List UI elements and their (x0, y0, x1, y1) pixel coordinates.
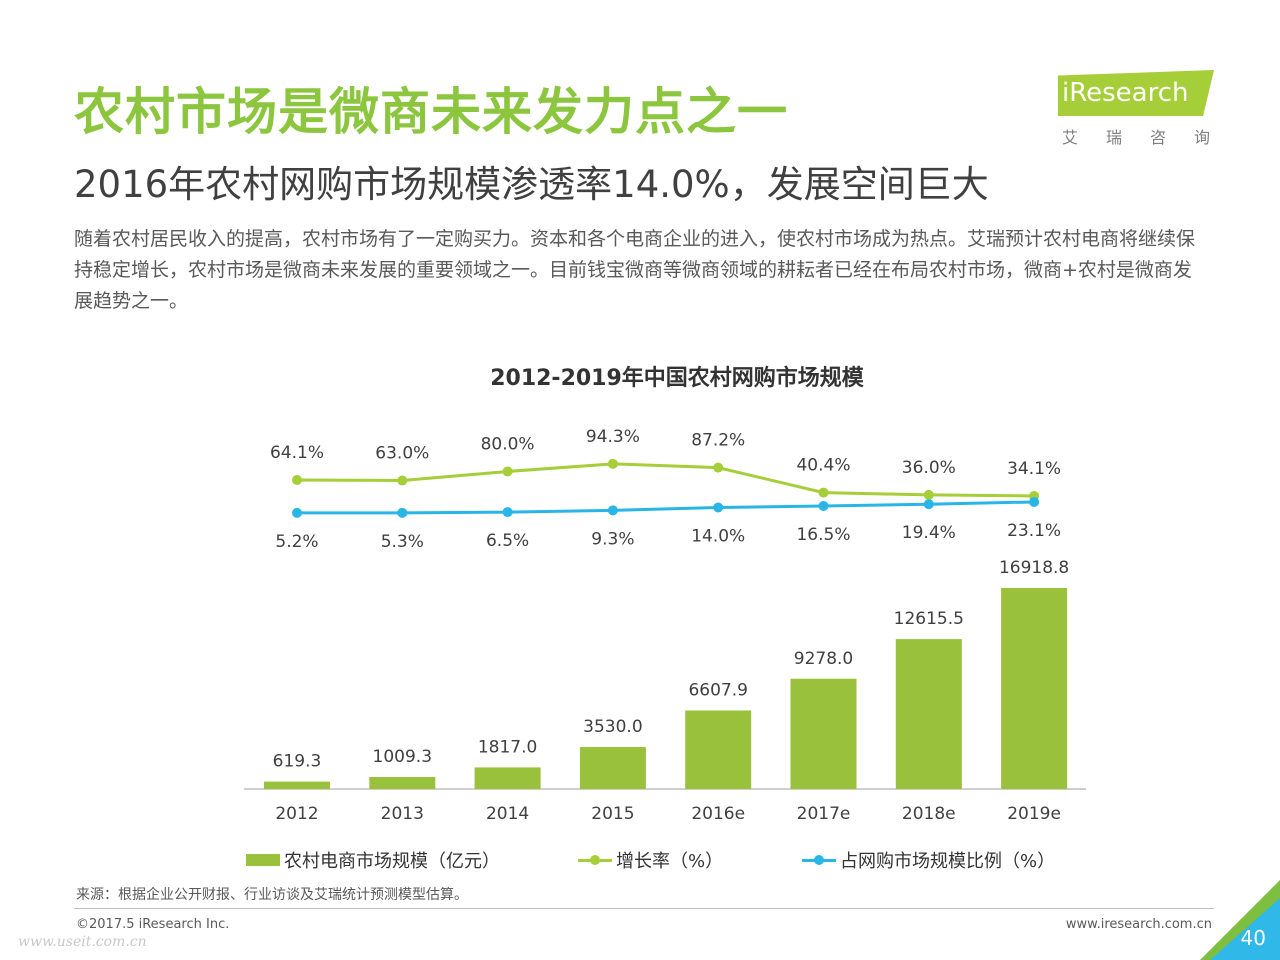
bar-2017e (790, 678, 857, 789)
legend-item-growth-rate: 增长率（%） (578, 846, 723, 874)
watermark: www.useit.com.cn (18, 934, 147, 950)
legend-label-growth-rate: 增长率（%） (616, 851, 724, 872)
share-label: 5.3% (381, 532, 424, 552)
x-tick-label: 2012 (275, 804, 318, 824)
bar-2016e (685, 710, 752, 789)
share-label: 19.4% (902, 523, 956, 543)
page-subtitle: 2016年农村网购市场规模渗透率14.0%，发展空间巨大 (74, 163, 989, 206)
share-label: 6.5% (486, 531, 529, 551)
legend-label-market-size: 农村电商市场规模（亿元） (284, 851, 500, 872)
bar-2018e (895, 639, 962, 789)
bar-2012 (264, 781, 330, 789)
share-point (292, 507, 302, 518)
share-line (296, 500, 1035, 515)
bar-2014 (474, 767, 541, 789)
growth-rate-point (713, 462, 724, 473)
copyright: ©2017.5 iResearch Inc. (76, 917, 230, 932)
x-tick-label: 2013 (381, 804, 424, 824)
page-title: 农村市场是微商未来发力点之一 (74, 83, 788, 141)
footer-divider (74, 908, 1214, 909)
bar-value-label: 619.3 (273, 752, 322, 772)
share-label: 16.5% (796, 525, 850, 545)
growth-rate-point (397, 475, 408, 486)
website-url: www.iresearch.com.cn (1065, 917, 1212, 932)
logo-band (1058, 70, 1214, 116)
growth-rate-label: 94.3% (586, 427, 640, 447)
legend-item-share: 占网购市场规模比例（%） (802, 846, 1055, 874)
bar-2015 (579, 747, 646, 789)
x-tick-label: 2015 (591, 804, 634, 824)
bar-value-label: 9278.0 (794, 649, 853, 669)
page-number: 40 (1240, 926, 1266, 950)
bar-2019e (1001, 587, 1068, 789)
chart-title: 2012-2019年中国农村网购市场规模 (490, 366, 864, 391)
growth-rate-line (296, 462, 1035, 498)
logo-word: iResearch (1062, 78, 1189, 108)
iresearch-logo: iResearch 艾瑞咨询 (1058, 68, 1218, 148)
bar-value-label: 1009.3 (373, 747, 432, 767)
legend-line-swatch-growth (578, 854, 612, 866)
growth-rate-label: 64.1% (270, 443, 324, 463)
x-tick-label: 2019e (1007, 804, 1061, 824)
legend-line-swatch-share (802, 854, 836, 866)
intro-paragraph: 随着农村居民收入的提高，农村市场有了一定购买力。资本和各个电商企业的进入，使农村… (74, 228, 1196, 312)
legend-item-market-size: 农村电商市场规模（亿元） (246, 846, 500, 874)
source-note: 来源：根据企业公开财报、行业访谈及艾瑞统计预测模型估算。 (76, 887, 468, 903)
share-point (607, 505, 618, 516)
bar-value-label: 6607.9 (688, 680, 747, 700)
logo-subtitle: 艾瑞咨询 (1062, 128, 1239, 147)
share-point (713, 502, 724, 513)
bar-value-label: 16918.8 (999, 558, 1069, 578)
share-point (818, 500, 829, 511)
bar-value-label: 12615.5 (894, 609, 964, 629)
legend-bar-swatch (246, 854, 280, 866)
share-point (397, 507, 408, 518)
growth-rate-point (923, 489, 934, 500)
share-label: 9.3% (591, 529, 634, 549)
share-point (1029, 496, 1040, 507)
share-point (502, 507, 513, 518)
growth-rate-label: 34.1% (1007, 459, 1061, 479)
share-label: 14.0% (691, 527, 745, 547)
growth-rate-label: 36.0% (902, 458, 956, 478)
bar-value-label: 3530.0 (583, 717, 642, 737)
x-tick-label: 2018e (902, 804, 956, 824)
share-point (923, 499, 934, 510)
share-label: 23.1% (1007, 521, 1061, 541)
growth-rate-label: 87.2% (691, 431, 745, 451)
x-tick-label: 2014 (486, 804, 529, 824)
growth-rate-point (818, 487, 829, 498)
x-tick-label: 2016e (691, 804, 745, 824)
share-label: 5.2% (275, 532, 318, 552)
growth-rate-point (607, 458, 618, 469)
growth-rate-label: 63.0% (375, 444, 429, 464)
legend-label-share: 占网购市场规模比例（%） (840, 851, 1056, 872)
growth-rate-label: 40.4% (796, 456, 850, 476)
growth-rate-point (502, 466, 513, 477)
growth-rate-point (292, 474, 302, 485)
x-tick-label: 2017e (797, 804, 851, 824)
bar-2013 (369, 777, 436, 789)
bar-value-label: 1817.0 (478, 737, 537, 757)
growth-rate-label: 80.0% (481, 434, 535, 454)
